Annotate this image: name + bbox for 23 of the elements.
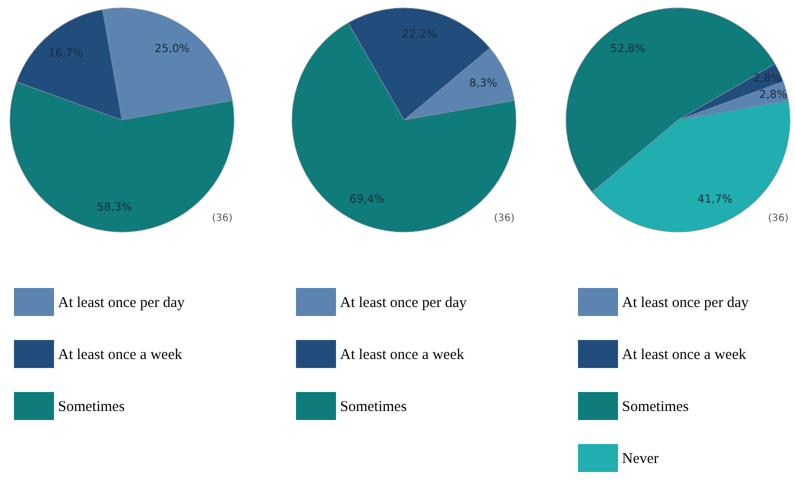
data-label: 2,8% — [753, 72, 782, 85]
data-label: 41,7% — [697, 192, 732, 206]
text: (36) — [212, 213, 233, 224]
data-label: 22,2% — [402, 27, 437, 40]
legend-label: At least once per day — [58, 295, 186, 311]
data-label: 25,0% — [154, 42, 190, 55]
legend-label: At least once a week — [340, 347, 465, 363]
data-label: 52,8% — [610, 42, 646, 56]
data-label: 58,3% — [97, 200, 132, 214]
data-label: 69,4% — [350, 192, 384, 206]
legend-label: Sometimes — [622, 399, 689, 415]
legend-label: At least once a week — [622, 347, 747, 363]
data-label: 2,8% — [759, 88, 788, 101]
legend-label: Never — [622, 451, 659, 467]
text: (36) — [494, 213, 515, 224]
legend-label: At least once per day — [340, 295, 468, 311]
legend-label: Sometimes — [58, 399, 125, 415]
legend-label: Sometimes — [340, 399, 407, 415]
legend-label: At least once per day — [622, 295, 750, 311]
text: (36) — [768, 213, 789, 224]
legend-label: At least once a week — [58, 347, 183, 363]
data-label: 16,7% — [48, 46, 84, 60]
data-label: 8,3% — [469, 76, 498, 90]
